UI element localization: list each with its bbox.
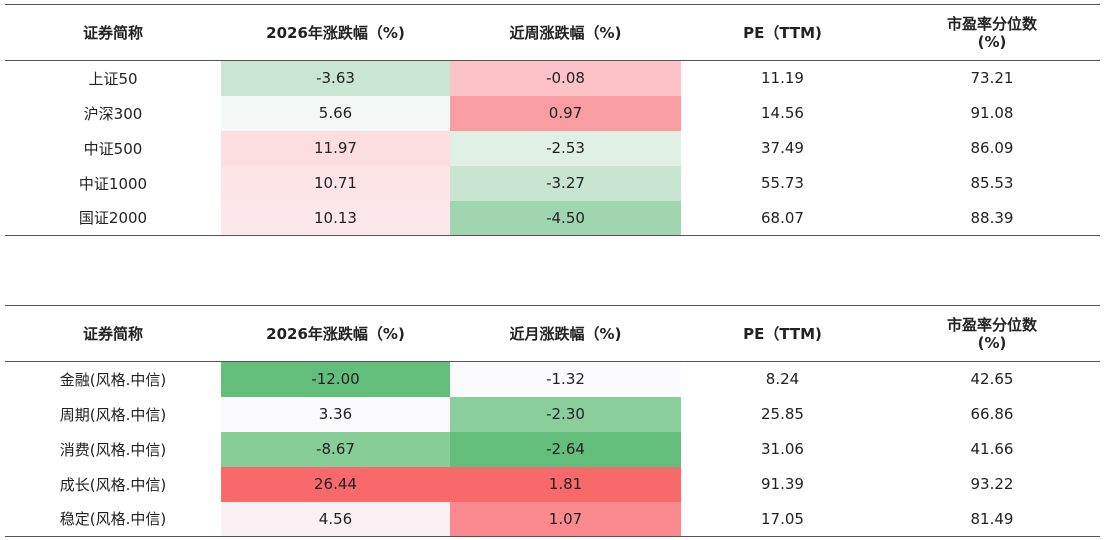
cell-pe-ttm: 14.56 [761,104,804,122]
header-ytd-change: 2026年涨跌幅（%) [221,4,450,61]
table-row: 中证1000 10.71 -3.27 55.73 85.53 [5,165,1100,201]
cell-pe-percentile: 42.65 [970,370,1014,389]
cell-period-change: 1.81 [450,466,681,502]
cell-security-name: 金融(风格.中信) [59,370,167,389]
cell-pe-percentile: 41.66 [970,440,1014,458]
cell-pe-ttm: 55.73 [761,174,804,192]
cell-security-name: 中证500 [83,139,143,158]
cell-security-name: 沪深300 [83,104,143,123]
cell-pe-ttm: 8.24 [765,370,800,389]
cell-pe-percentile: 81.49 [884,501,1100,537]
cell-ytd-change: 5.66 [221,95,450,131]
cell-period-change: -2.64 [450,431,681,467]
table-row: 周期(风格.中信) 3.36 -2.30 25.85 66.86 [5,396,1100,432]
cell-security-name: 成长(风格.中信) [59,475,167,494]
cell-period-change: -1.32 [450,361,681,397]
table-row: 稳定(风格.中信) 4.56 1.07 17.05 81.49 [5,501,1100,537]
cell-pe-ttm: 91.39 [761,475,804,493]
cell-ytd-change: 10.71 [221,165,450,201]
header-pe-ttm: PE（TTM) [681,4,884,61]
cell-security-name: 周期(风格.中信) [59,405,167,424]
cell-pe-percentile: 93.22 [970,475,1014,493]
header-ytd-change: 2026年涨跌幅（%) [221,305,450,362]
cell-period-change: -2.53 [450,130,681,166]
header-security-name: 证券简称 [5,4,221,61]
cell-ytd-change: -8.67 [221,431,450,467]
cell-ytd-change: -12.00 [221,361,450,397]
cell-pe-percentile: 73.21 [970,69,1014,88]
cell-security-name: 稳定(风格.中信) [5,501,221,537]
cell-pe-ttm: 68.07 [681,200,884,236]
cell-security-name: 消费(风格.中信) [59,440,167,459]
cell-pe-ttm: 25.85 [761,405,804,423]
cell-pe-percentile: 86.09 [970,139,1014,157]
cell-pe-ttm: 11.19 [761,69,804,88]
cell-period-change: 0.97 [450,95,681,131]
cell-period-change: 1.07 [450,501,681,537]
table-row: 金融(风格.中信) -12.00 -1.32 8.24 42.65 [5,361,1100,397]
cell-pe-percentile: 85.53 [970,174,1014,192]
table-row: 消费(风格.中信) -8.67 -2.64 31.06 41.66 [5,431,1100,467]
cell-ytd-change: 11.97 [221,130,450,166]
index-performance-table: 证券简称 2026年涨跌幅（%) 近周涨跌幅（%) PE（TTM) 市盈率分位数… [5,4,1100,236]
cell-pe-ttm: 37.49 [761,139,804,157]
cell-pe-ttm: 17.05 [681,501,884,537]
header-period-change: 近周涨跌幅（%) [450,4,681,61]
cell-pe-percentile: 91.08 [970,104,1014,122]
cell-security-name: 中证1000 [78,174,148,193]
cell-ytd-change: 26.44 [221,466,450,502]
cell-period-change: -0.08 [450,60,681,96]
cell-pe-percentile: 88.39 [884,200,1100,236]
cell-period-change: -3.27 [450,165,681,201]
table-row: 成长(风格.中信) 26.44 1.81 91.39 93.22 [5,466,1100,502]
header-pe-ttm: PE（TTM) [681,305,884,362]
cell-ytd-change: 10.13 [221,200,450,236]
cell-security-name: 上证50 [88,69,138,88]
cell-ytd-change: 4.56 [221,501,450,537]
table-header-row: 证券简称 2026年涨跌幅（%) 近月涨跌幅（%) PE（TTM) 市盈率分位数… [5,305,1100,362]
cell-pe-ttm: 31.06 [761,440,804,458]
header-period-change: 近月涨跌幅（%) [450,305,681,362]
table-header-row: 证券简称 2026年涨跌幅（%) 近周涨跌幅（%) PE（TTM) 市盈率分位数… [5,4,1100,61]
table-row: 沪深300 5.66 0.97 14.56 91.08 [5,95,1100,131]
header-security-name: 证券简称 [5,305,221,362]
table-row: 国证2000 10.13 -4.50 68.07 88.39 [5,200,1100,236]
cell-ytd-change: -3.63 [221,60,450,96]
header-pe-percentile: 市盈率分位数 (%) [884,4,1100,61]
table-row: 中证500 11.97 -2.53 37.49 86.09 [5,130,1100,166]
cell-security-name: 国证2000 [5,200,221,236]
header-pe-percentile: 市盈率分位数 (%) [884,305,1100,362]
style-performance-table: 证券简称 2026年涨跌幅（%) 近月涨跌幅（%) PE（TTM) 市盈率分位数… [5,305,1100,537]
cell-period-change: -4.50 [450,200,681,236]
cell-period-change: -2.30 [450,396,681,432]
cell-ytd-change: 3.36 [221,396,450,432]
table-row: 上证50 -3.63 -0.08 11.19 73.21 [5,60,1100,96]
cell-pe-percentile: 66.86 [970,405,1014,423]
